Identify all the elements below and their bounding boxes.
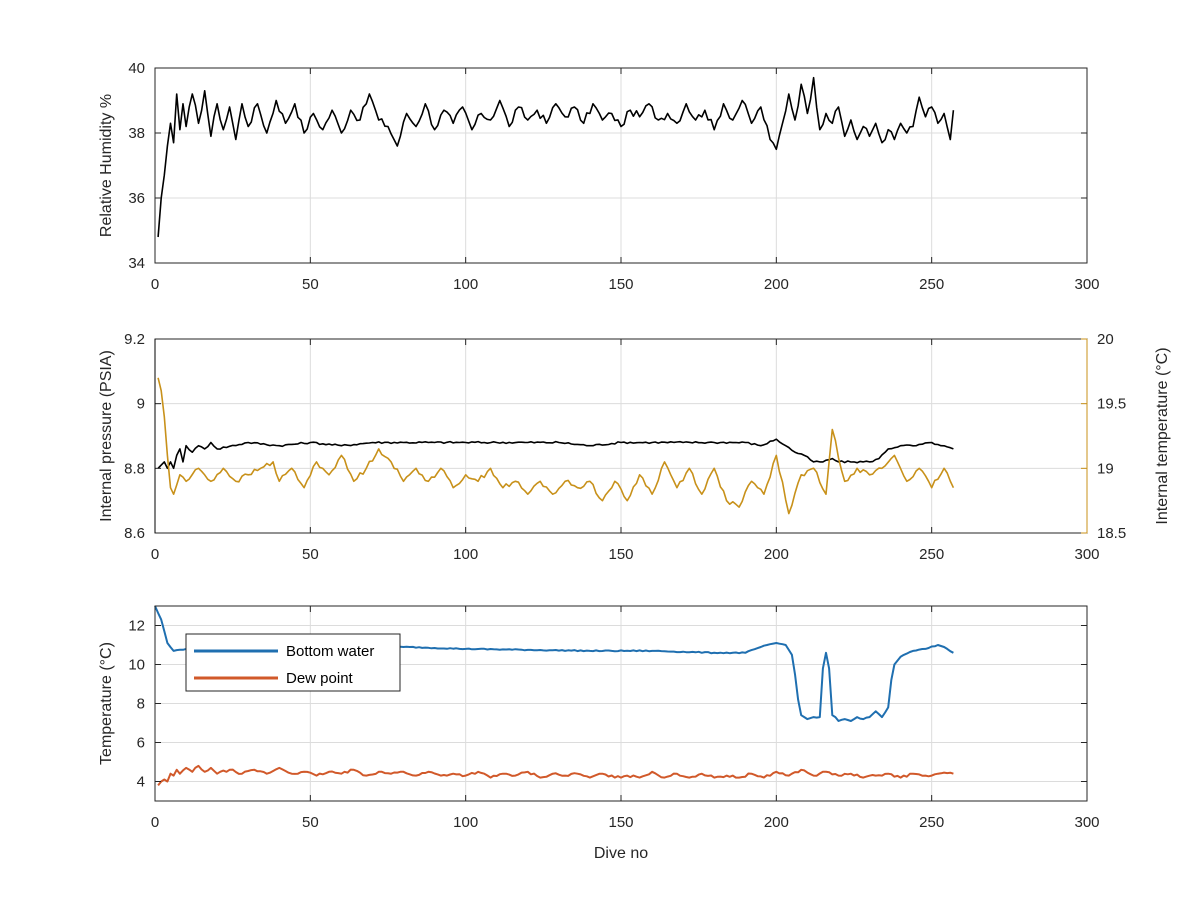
x-tick-label: 300 [1074,546,1099,563]
y-right-tick-label: 18.5 [1097,525,1126,542]
legend-box [185,633,401,692]
series-line-2 [157,764,954,787]
legend: Bottom water Dew point [185,633,401,692]
y-tick-label: 9 [137,396,145,413]
x-tick-label: 250 [919,814,944,831]
x-axis-label: Dive no [594,845,648,862]
y-tick-label: 40 [128,60,145,77]
y-right-tick-label: 19.5 [1097,396,1126,413]
x-tick-label: 0 [151,814,159,831]
y-axis-label: Temperature (°C) [98,642,115,765]
x-tick-label: 200 [764,276,789,293]
legend-label-1: Bottom water [286,643,374,660]
series-line-1 [157,76,955,238]
chart-panel-3: 0 50 100 150 200 250 300 4 6 8 10 12 Temperature (°C… [98,605,1100,862]
y-right-tick-label: 19 [1097,460,1114,477]
x-tick-label: 50 [302,546,319,563]
x-tick-label: 0 [151,276,159,293]
x-tick-label: 0 [151,546,159,563]
x-tick-label: 100 [453,546,478,563]
y-tick-label: 8.6 [124,525,145,542]
y-tick-label: 34 [128,255,145,272]
x-tick-label: 200 [764,546,789,563]
y-right-axis-label: Internal temperature (°C) [1154,347,1171,524]
y-tick-label: 9.2 [124,331,145,348]
x-tick-label: 250 [919,546,944,563]
y-tick-label: 8 [137,696,145,713]
y-tick-label: 10 [128,657,145,674]
x-tick-label: 300 [1074,276,1099,293]
y-tick-label: 8.8 [124,460,145,477]
legend-label-2: Dew point [286,670,354,687]
x-tick-label: 300 [1074,814,1099,831]
y-axis-label: Internal pressure (PSIA) [98,350,115,522]
x-tick-label: 150 [608,276,633,293]
y-tick-label: 12 [128,618,145,635]
x-tick-label: 50 [302,276,319,293]
x-tick-label: 250 [919,276,944,293]
series-line-2 [157,377,955,515]
y-tick-label: 6 [137,735,145,752]
y-tick-label: 4 [137,774,145,791]
x-tick-label: 100 [453,814,478,831]
chart-panel-1: 0 50 100 150 200 250 300 34 36 38 40 Relative Humid… [98,60,1100,293]
x-tick-label: 150 [608,814,633,831]
y-tick-label: 38 [128,125,145,142]
series-line-1 [157,438,954,470]
chart-panel-2: 0 50 100 150 200 250 300 8.6 8.8 9 9.2 18.5 19 19.5 20… [98,331,1171,563]
x-tick-label: 200 [764,814,789,831]
x-tick-label: 50 [302,814,319,831]
y-axis-label: Relative Humidity % [98,94,115,237]
y-tick-label: 36 [128,190,145,207]
x-tick-label: 100 [453,276,478,293]
y-right-tick-label: 20 [1097,331,1114,348]
x-tick-label: 150 [608,546,633,563]
